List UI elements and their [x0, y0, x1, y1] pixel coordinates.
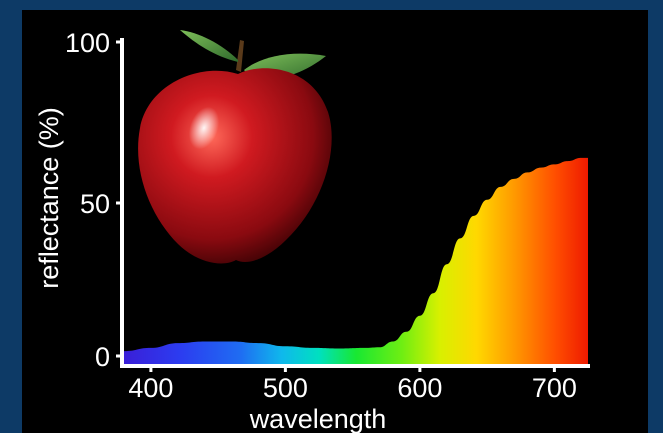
y-axis-label: reflectance (%): [34, 107, 64, 289]
x-tick-label-500: 500: [263, 373, 308, 403]
reflectance-area: [124, 157, 588, 364]
x-axis-label: wavelength: [249, 404, 387, 433]
x-tick-label-700: 700: [532, 373, 577, 403]
y-axis-ticks: 0 50 100: [65, 28, 122, 372]
apple-leaf-left: [180, 30, 238, 62]
apple-body: [138, 68, 332, 264]
x-tick-label-400: 400: [128, 373, 173, 403]
x-tick-label-600: 600: [397, 373, 442, 403]
apple-highlight: [188, 106, 220, 150]
y-tick-label-50: 50: [80, 189, 110, 219]
x-axis-ticks: 400 500 600 700: [128, 366, 577, 403]
y-tick-label-100: 100: [65, 28, 110, 58]
apple-illustration: [138, 30, 332, 264]
y-tick-label-0: 0: [95, 342, 110, 372]
apple-stem: [236, 40, 244, 72]
